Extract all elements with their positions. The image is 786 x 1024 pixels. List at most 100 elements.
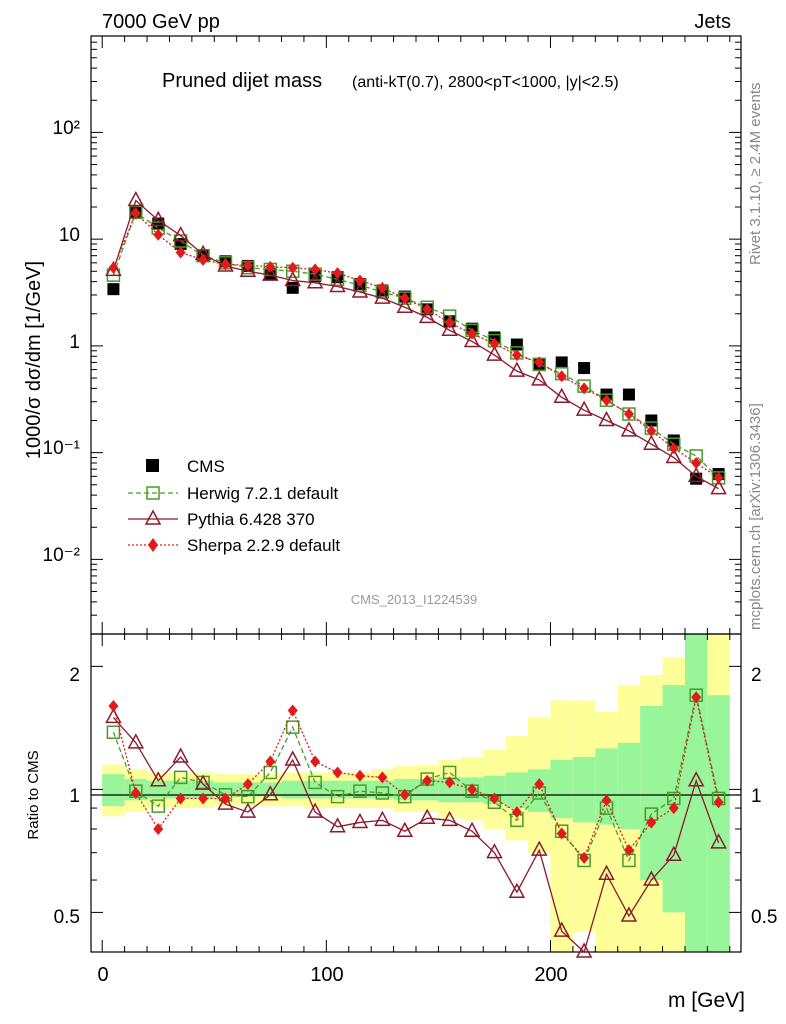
ratio-band-inner-21 [572, 757, 596, 823]
ratio-band-outer-20 [550, 700, 573, 952]
pythia-point-22 [598, 410, 615, 427]
pythia-point-17 [486, 345, 503, 361]
legend-label-cms: CMS [187, 457, 225, 476]
herwig-ratio-point-0 [106, 725, 121, 739]
ratio-plot-series [105, 688, 727, 958]
legend-label-herwig: Herwig 7.2.1 default [187, 484, 338, 503]
sherpa-point-7 [265, 260, 276, 273]
pythia-ratio-point-16 [463, 821, 481, 837]
pythia-point-12 [374, 288, 391, 304]
sherpa-ratio-point-16 [467, 783, 478, 796]
y-tick-label-1e-2: 10⁻² [43, 545, 81, 566]
pythia-point-6 [239, 261, 257, 278]
sherpa-point-11 [354, 274, 365, 287]
sherpa-point-3 [175, 246, 186, 259]
sherpa-point-20 [556, 370, 567, 383]
ratio-band-inner-11 [348, 780, 372, 799]
pythia-ratio-point-5 [217, 794, 234, 810]
ratio-band-inner-22 [595, 748, 618, 825]
pythia-ratio-point-27 [710, 833, 727, 849]
sherpa-ratio-point-8 [287, 704, 298, 717]
ratio-band-inner-27 [707, 695, 730, 952]
pythia-ratio-point-0 [105, 707, 122, 724]
herwig-ratio-point-11 [353, 784, 367, 798]
ratio-band-inner-10 [326, 780, 349, 799]
ratio-band-inner-23 [617, 742, 641, 829]
axis-ticks [91, 35, 741, 952]
main-plot-series [105, 190, 727, 495]
sherpa-ratio-point-18 [511, 806, 522, 819]
sherpa-ratio-point-22 [601, 794, 612, 807]
y-tick-label-1: 1 [69, 332, 80, 353]
pythia-ratio-point-11 [351, 812, 369, 829]
main-title: Pruned dijet mass (anti-kT(0.7), 2800<pT… [162, 70, 619, 92]
rivet-label: Rivet 3.1.10, ≥ 2.4M events [747, 83, 764, 266]
sherpa-point-13 [399, 292, 410, 305]
pythia-ratio-point-6 [239, 802, 257, 818]
sherpa-point-5 [220, 258, 231, 271]
sherpa-point-24 [646, 424, 657, 437]
sherpa-point-18 [511, 349, 522, 362]
x-tick-label-200: 200 [534, 964, 567, 986]
pythia-ratio-point-3 [172, 747, 189, 763]
pythia-ratio-point-24 [643, 870, 660, 886]
sherpa-point-21 [579, 382, 590, 395]
legend: CMS Herwig 7.2.1 default Pythia 6.428 37… [128, 457, 340, 555]
pythia-ratio-point-15 [441, 810, 458, 827]
pythia-point-3 [172, 225, 189, 242]
pythia-ratio-point-9 [306, 802, 324, 818]
pythia-ratio-point-2 [149, 771, 167, 787]
sherpa-ratio-point-5 [220, 792, 231, 805]
axis-tick-labels: 0 100 200 10⁻² 10⁻¹ 1 10 10² 0.5 1 2 0.5… [43, 118, 778, 986]
ratio-tick-label-0-5: 0.5 [54, 907, 80, 928]
pythia-point-8 [284, 270, 301, 287]
ratio-band-inner-25 [662, 685, 685, 913]
pythia-point-27 [710, 479, 727, 495]
sherpa-point-22 [601, 394, 612, 407]
pythia-point-2 [149, 210, 167, 227]
sherpa-ratio-point-21 [579, 851, 590, 864]
sherpa-point-16 [467, 327, 478, 340]
pythia-ratio-point-26 [687, 771, 705, 787]
legend-marker-herwig [146, 486, 160, 500]
sherpa-point-1 [130, 207, 141, 220]
pythia-ratio-point-14 [418, 808, 436, 824]
pythia-ratio-point-25 [665, 845, 683, 861]
analysis-watermark: CMS_2013_I1224539 [351, 592, 478, 607]
ratio-band-inner-19 [528, 769, 551, 813]
ratio-tick-label-2: 2 [69, 665, 80, 686]
category-label: Jets [694, 11, 731, 33]
ratio-y-axis-label: Ratio to CMS [25, 750, 42, 839]
legend-marker-pythia [144, 509, 162, 525]
pythia-ratio-point-20 [553, 921, 570, 937]
pythia-point-24 [643, 434, 660, 450]
sherpa-ratio-point-1 [130, 786, 141, 799]
pythia-point-1 [127, 190, 145, 207]
sherpa-ratio-point-25 [668, 802, 679, 815]
pythia-ratio-point-1 [127, 733, 145, 749]
ratio-band-inner-18 [505, 772, 529, 809]
title-main: Pruned dijet mass [162, 70, 322, 92]
pythia-point-18 [508, 361, 526, 377]
herwig-ratio-point-12 [375, 786, 390, 800]
pythia-point-20 [553, 387, 570, 404]
pythia-ratio-point-19 [531, 840, 548, 856]
pythia-ratio-point-17 [486, 843, 503, 859]
sherpa-ratio-point-15 [444, 776, 455, 789]
ratio-band-outer-22 [595, 711, 618, 952]
title-cuts: (anti-kT(0.7), 2800<pT<1000, |y|<2.5) [352, 74, 619, 91]
sherpa-point-12 [377, 281, 388, 294]
sherpa-point-27 [713, 471, 724, 484]
pythia-point-10 [329, 276, 346, 293]
y-tick-label-10: 10 [59, 225, 80, 246]
sherpa-ratio-point-14 [422, 774, 433, 787]
pythia-point-23 [620, 421, 638, 437]
sherpa-ratio-line [112, 697, 720, 860]
x-tick-label-0: 0 [97, 964, 108, 986]
mcplots-label: mcplots.cern.ch [arXiv:1306.3436] [747, 403, 764, 630]
sherpa-point-9 [310, 263, 321, 276]
ratio-band-inner-9 [303, 780, 327, 799]
cms-point-18 [510, 338, 523, 351]
sherpa-point-17 [489, 337, 500, 350]
sherpa-ratio-point-0 [108, 699, 119, 712]
